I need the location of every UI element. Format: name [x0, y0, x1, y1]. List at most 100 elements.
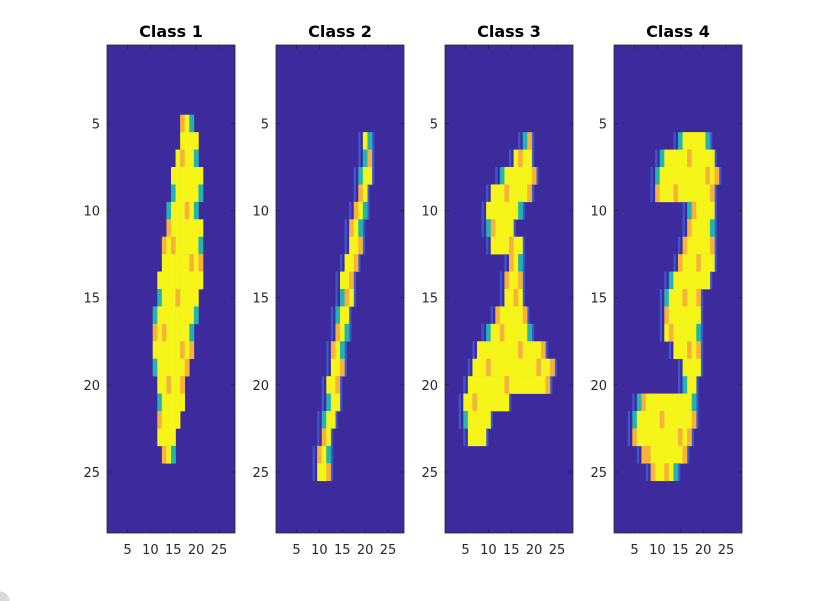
heatmap-cell: [372, 132, 375, 150]
heatmap-cell: [349, 323, 352, 342]
heatmap-cell: [513, 358, 519, 377]
heatmap-cell: [321, 411, 327, 429]
heatmap-cell: [189, 254, 195, 272]
heatmap-cell: [189, 341, 195, 360]
heatmap-cell: [673, 411, 679, 429]
heatmap-cell: [678, 393, 683, 412]
heatmap-cell: [481, 411, 487, 429]
heatmap-cell: [486, 236, 489, 255]
heatmap-cell: [678, 184, 683, 203]
heatmap-cell: [180, 393, 186, 412]
heatmap-cell: [646, 445, 651, 464]
heatmap-cell: [340, 358, 345, 377]
heatmap-cell: [504, 219, 510, 238]
heatmap-cell: [509, 167, 514, 185]
heatmap-cell: [358, 236, 364, 255]
heatmap-cell: [193, 201, 199, 220]
heatmap-cell: [495, 219, 501, 238]
heatmap-cell: [509, 323, 514, 342]
heatmap-cell: [696, 289, 702, 307]
heatmap-cell: [664, 167, 670, 185]
heatmap-cell: [668, 184, 674, 203]
heatmap-cell: [545, 376, 551, 394]
heatmap-cell: [664, 306, 670, 325]
heatmap-cell: [687, 393, 693, 412]
heatmap-cell: [353, 236, 359, 255]
heatmap-cell: [678, 236, 681, 255]
heatmap-cell: [682, 271, 688, 290]
heatmap-cell: [655, 411, 661, 429]
heatmap-cell: [171, 184, 176, 203]
y-tick-label: 15: [421, 292, 438, 307]
heatmap-cell: [467, 376, 473, 394]
heatmap-cell: [682, 184, 688, 203]
x-tick-label: 15: [334, 543, 351, 558]
heatmap-cell: [184, 341, 190, 360]
heatmap-cell: [189, 323, 195, 342]
heatmap-cell: [673, 184, 679, 203]
heatmap-cell: [161, 271, 167, 290]
y-tick-label: 20: [590, 379, 607, 394]
heatmap-cell: [344, 271, 350, 290]
heatmap-cell: [166, 358, 172, 377]
heatmap-cell: [490, 201, 496, 220]
heatmap-cell: [495, 393, 501, 412]
heatmap-cell: [499, 184, 505, 203]
heatmap-cell: [358, 254, 361, 272]
heatmap-cell: [705, 132, 711, 150]
heatmap-cell: [687, 219, 693, 238]
heatmap-cell: [632, 411, 638, 429]
heatmap-cell: [678, 411, 683, 429]
heatmap-cell: [504, 306, 510, 325]
heatmap-cell: [344, 219, 347, 238]
heatmap-cell: [161, 428, 167, 447]
heatmap-cell: [472, 411, 478, 429]
heatmap-cell: [171, 393, 176, 412]
heatmap-cell: [335, 341, 341, 360]
heatmap-cell: [499, 341, 505, 360]
y-tick-label: 5: [261, 117, 269, 132]
heatmap-cell: [486, 201, 492, 220]
heatmap-cell: [157, 393, 163, 412]
heatmap-cell: [344, 254, 350, 272]
heatmap-cell: [509, 306, 514, 325]
heatmap-cell: [180, 236, 186, 255]
heatmap-cell: [696, 254, 702, 272]
heatmap-cell: [691, 428, 694, 447]
heatmap-cell: [522, 254, 525, 272]
heatmap-cell: [490, 341, 496, 360]
heatmap-cell: [664, 393, 670, 412]
heatmap-cell: [358, 167, 364, 185]
heatmap-cell: [636, 445, 640, 464]
heatmap-cell: [362, 219, 366, 238]
heatmap-cell: [527, 184, 533, 203]
heatmap-cell: [198, 271, 204, 290]
y-tick-label: 10: [590, 205, 607, 220]
heatmap-cell: [340, 393, 343, 412]
heatmap-cell: [317, 411, 320, 429]
heatmap-cell: [518, 132, 521, 150]
heatmap-cell: [175, 289, 181, 307]
heatmap-cell: [180, 149, 186, 168]
heatmap-cell: [180, 376, 186, 394]
heatmap-cell: [687, 341, 693, 360]
heatmap-cell: [157, 271, 163, 290]
heatmap-cell: [691, 254, 697, 272]
heatmap-cell: [344, 306, 350, 325]
heatmap-cell: [353, 201, 359, 220]
heatmap-cell: [171, 323, 176, 342]
heatmap-cell: [193, 306, 199, 325]
heatmap-cell: [527, 323, 533, 342]
heatmap-cell: [166, 323, 172, 342]
heatmap-cell: [682, 254, 688, 272]
heatmap-cell: [330, 411, 336, 429]
heatmap-cell: [175, 358, 181, 377]
heatmap-cell: [340, 341, 345, 360]
heatmap-cell: [504, 254, 507, 272]
heatmap-cell: [719, 167, 722, 185]
heatmap-cell: [673, 149, 679, 168]
heatmap-cell: [650, 445, 656, 464]
heatmap-cell: [504, 167, 510, 185]
panel-1: 5 10 15 20 25 5 10 15 20 25 Class 1: [83, 22, 236, 558]
